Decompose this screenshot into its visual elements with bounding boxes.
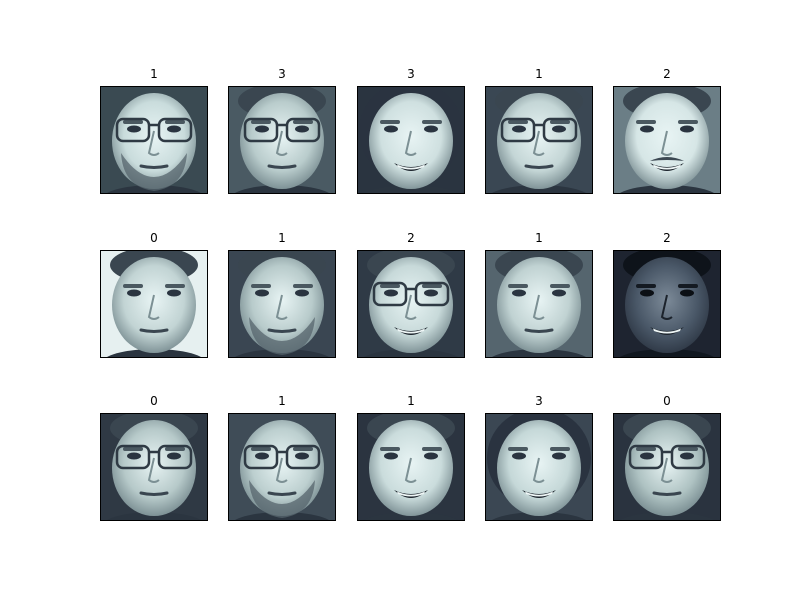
face-panel-title: 3 (278, 67, 286, 81)
face-panel-title: 3 (407, 67, 415, 81)
face-image (228, 413, 336, 521)
face-panel-title: 0 (150, 231, 158, 245)
face-image (357, 250, 465, 358)
face-panel-title: 1 (535, 231, 543, 245)
face-image (613, 86, 721, 194)
face-panel-title: 2 (407, 231, 415, 245)
face-panel-title: 2 (663, 67, 671, 81)
face-image (228, 86, 336, 194)
face-image (228, 250, 336, 358)
face-panel-title: 1 (150, 67, 158, 81)
face-image (485, 250, 593, 358)
face-image (485, 86, 593, 194)
face-panel-title: 1 (535, 67, 543, 81)
face-panel-title: 0 (663, 394, 671, 408)
face-image (485, 413, 593, 521)
face-image (100, 86, 208, 194)
face-panel-title: 2 (663, 231, 671, 245)
face-image (100, 250, 208, 358)
face-image (613, 250, 721, 358)
face-panel-title: 1 (278, 394, 286, 408)
face-panel-title: 1 (407, 394, 415, 408)
face-panel-title: 3 (535, 394, 543, 408)
face-panel-title: 1 (278, 231, 286, 245)
face-image (100, 413, 208, 521)
face-image (357, 86, 465, 194)
face-image (357, 413, 465, 521)
face-image (613, 413, 721, 521)
face-panel-title: 0 (150, 394, 158, 408)
